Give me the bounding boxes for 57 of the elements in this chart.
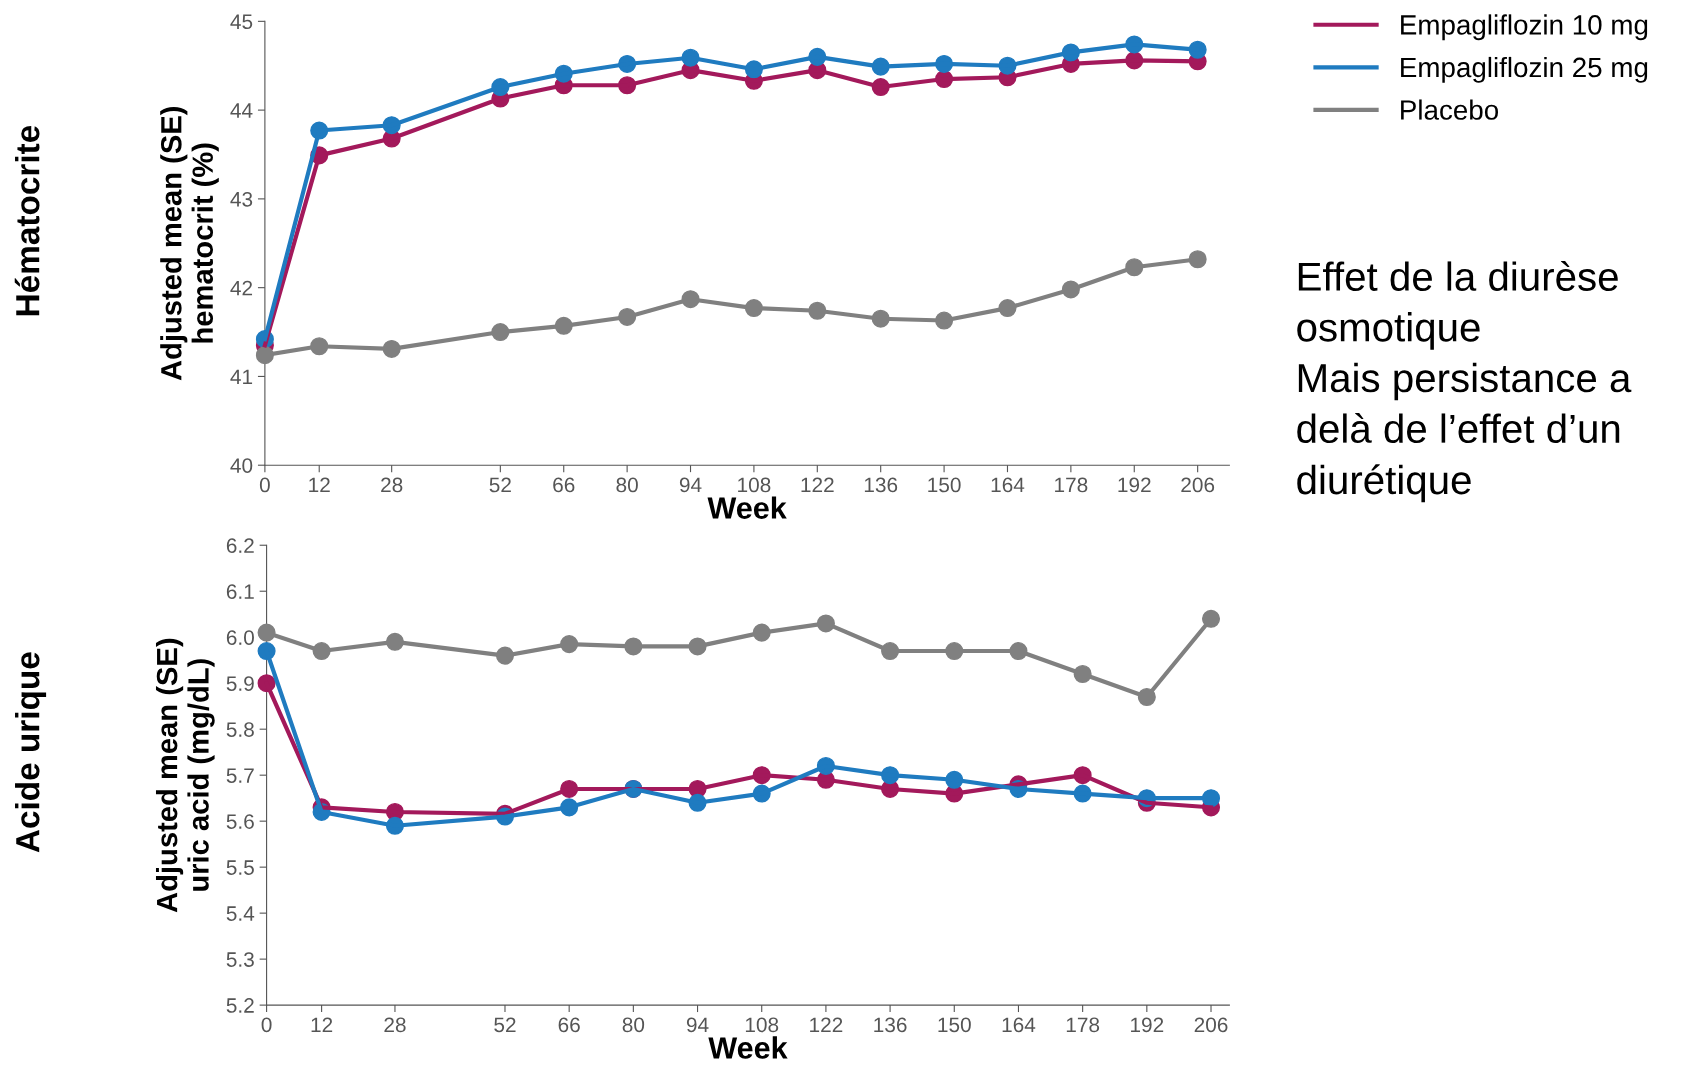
x-tick-label: 80: [622, 1017, 645, 1033]
x-tick-label: 192: [1131, 1017, 1164, 1033]
x-tick-label: 164: [1002, 1017, 1036, 1033]
y-tick-label: 43: [230, 191, 253, 207]
x-tick-label: 12: [309, 477, 330, 493]
text: Effet de la diurèse osmotique Mais persistance a delà de l’effet d’un diurétique: [1297, 260, 1632, 503]
x-tick-label: 94: [679, 477, 702, 493]
x-tick-label: 178: [1055, 477, 1088, 493]
x-tick-label: 0: [261, 1017, 272, 1033]
y-tick-label: 44: [230, 103, 253, 118]
y-tick-label: 5.3: [226, 952, 254, 967]
y-tick-label: 5.9: [226, 676, 254, 691]
x-tick-label: 122: [810, 1017, 843, 1033]
y-tick-label: 6.1: [226, 584, 254, 599]
legend-label: Empagliflozin 10 mg: [1401, 14, 1648, 41]
y-tick-label: 5.8: [226, 722, 254, 737]
y-tick-label: 5.7: [226, 768, 254, 783]
legend-label: Placebo: [1401, 99, 1499, 120]
x-tick-label: 66: [553, 477, 575, 493]
x-tick-label: 108: [745, 1017, 779, 1033]
y-tick-label: 5.2: [226, 998, 254, 1013]
x-tick-label: 0: [259, 477, 270, 493]
x-tick-label: 164: [991, 477, 1025, 493]
y-axis-title: Adjusted mean (SE) hematocrit (%): [160, 106, 219, 381]
y-tick-label: 6.2: [226, 538, 254, 553]
x-tick-label: 178: [1066, 1017, 1100, 1033]
x-tick-label: 206: [1194, 1017, 1228, 1033]
y-tick-label: 5.5: [226, 860, 254, 875]
y-tick-label: 5.6: [226, 814, 254, 829]
x-tick-label: 52: [494, 1017, 516, 1033]
x-tick-label: 80: [616, 477, 638, 493]
text: Hématocrite: [14, 125, 40, 316]
y-tick-label: 45: [230, 14, 253, 30]
x-tick-label: 206: [1181, 477, 1215, 493]
y-tick-label: 6.0: [226, 630, 254, 645]
y-tick-label: 5.4: [226, 906, 255, 921]
x-tick-label: 192: [1118, 477, 1151, 493]
x-axis-title: Week: [707, 496, 787, 519]
y-tick-label: 41: [230, 369, 253, 384]
x-axis-title: Week: [708, 1036, 788, 1059]
x-tick-label: 150: [928, 477, 961, 493]
x-tick-label: 94: [686, 1017, 709, 1033]
y-tick-label: 40: [230, 458, 253, 473]
y-axis-title: Adjusted mean (SE) uric acid (mg/dL): [155, 638, 215, 913]
x-tick-label: 150: [938, 1017, 971, 1033]
x-tick-label: 136: [864, 477, 898, 493]
legend-label: Empagliflozin 25 mg: [1401, 56, 1648, 83]
x-tick-label: 28: [384, 1017, 406, 1033]
y-tick-label: 42: [230, 280, 253, 296]
text: Acide urique: [15, 652, 47, 853]
x-tick-label: 28: [381, 477, 403, 493]
x-tick-label: 122: [801, 477, 834, 493]
x-tick-label: 136: [874, 1017, 907, 1033]
x-tick-label: 66: [558, 1017, 580, 1033]
x-tick-label: 12: [311, 1017, 333, 1033]
x-tick-label: 52: [489, 477, 511, 493]
x-tick-label: 108: [738, 477, 771, 493]
